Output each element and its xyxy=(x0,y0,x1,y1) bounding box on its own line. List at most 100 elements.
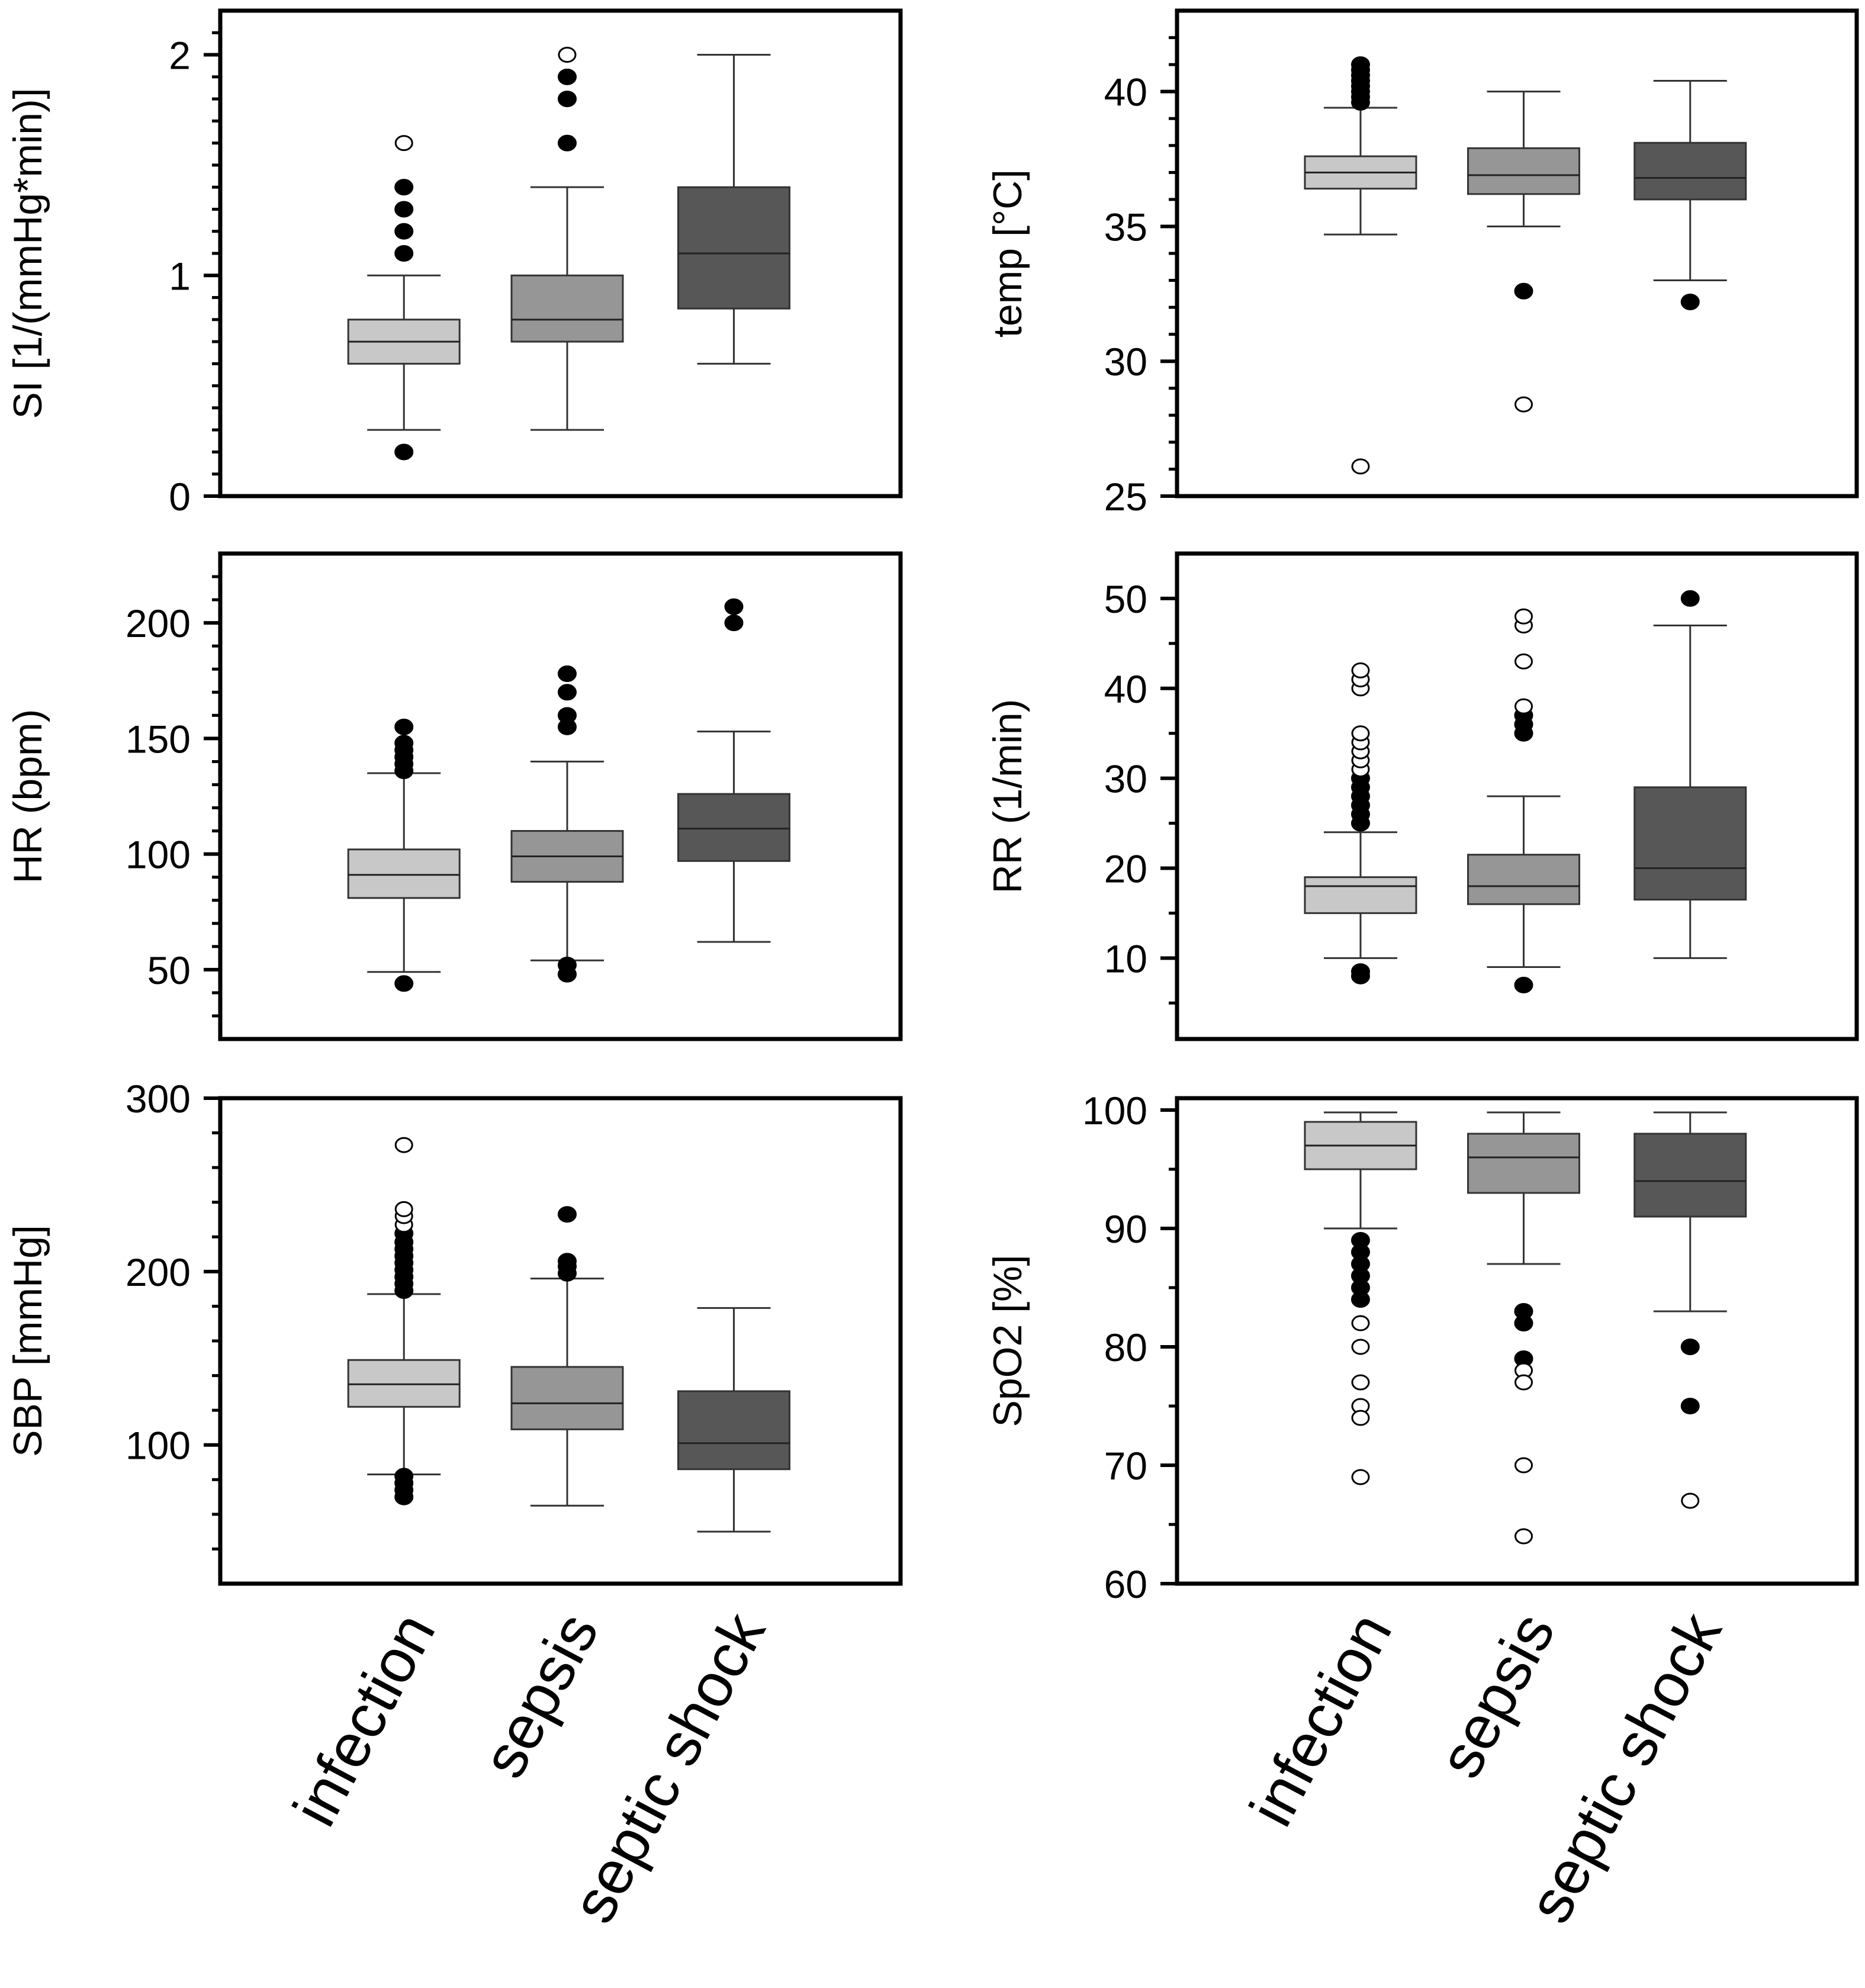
iqr-box xyxy=(677,793,790,862)
y-tick-label: 30 xyxy=(1104,340,1147,384)
x-category-label: infection xyxy=(280,1602,448,1836)
outlier-point xyxy=(394,735,414,752)
x-category-label: sepsis xyxy=(1426,1602,1568,1788)
outlier-point xyxy=(1514,1303,1533,1320)
extreme-point xyxy=(1514,1528,1533,1545)
y-tick-label: 1 xyxy=(169,254,191,298)
box-infection xyxy=(1304,1111,1417,1485)
panel-si: 0 1 2 SI [1/(mmHg*min)] xyxy=(5,8,903,519)
extreme-point xyxy=(1351,1469,1370,1485)
panel-rr: 10 20 30 40 50 RR (1/min) xyxy=(985,551,1859,1041)
outlier-point xyxy=(557,665,577,683)
outlier-point xyxy=(394,443,414,461)
y-tick-label: 25 xyxy=(1104,475,1147,519)
outlier-point xyxy=(1514,976,1533,993)
panel-frame xyxy=(1175,8,1859,498)
outlier-point xyxy=(1680,1339,1700,1355)
extreme-point xyxy=(1681,1492,1700,1509)
outlier-point xyxy=(394,201,414,218)
y-tick-label: 200 xyxy=(126,601,191,645)
outlier-point xyxy=(394,1468,414,1485)
box-septic-shock xyxy=(677,54,790,365)
extreme-point xyxy=(394,1201,413,1217)
y-tick-label: 50 xyxy=(147,948,191,992)
outlier-point xyxy=(557,134,577,152)
outlier-point xyxy=(724,598,744,615)
iqr-box xyxy=(1304,876,1417,914)
box-sepsis xyxy=(510,1206,624,1507)
outlier-point xyxy=(724,615,744,632)
y-axis-label: HR (bpm) xyxy=(5,709,50,884)
outlier-point xyxy=(394,179,414,196)
y-tick-label: 60 xyxy=(1104,1562,1147,1606)
box-sepsis xyxy=(510,47,624,431)
y-axis-label: SI [1/(mmHg*min)] xyxy=(5,88,50,419)
box-sepsis xyxy=(1467,1111,1580,1545)
iqr-box xyxy=(347,848,461,899)
iqr-box xyxy=(1634,786,1747,901)
iqr-box xyxy=(1467,1133,1580,1194)
panel-frame xyxy=(218,8,903,498)
y-tick-label: 100 xyxy=(126,1424,191,1468)
y-tick-label: 100 xyxy=(1082,1089,1147,1133)
extreme-point xyxy=(1351,725,1370,742)
outlier-point xyxy=(394,718,414,735)
outlier-point xyxy=(1680,590,1700,607)
y-tick-label: 35 xyxy=(1104,205,1147,249)
extreme-point xyxy=(1351,1339,1370,1355)
y-tick-label: 2 xyxy=(169,34,191,78)
y-tick-label: 10 xyxy=(1104,937,1147,980)
box-infection xyxy=(1304,662,1417,985)
extreme-point xyxy=(1514,653,1533,670)
box-sepsis xyxy=(510,665,624,983)
outlier-point xyxy=(394,223,414,240)
y-axis-label: temp [°C] xyxy=(985,169,1030,337)
outlier-point xyxy=(1350,56,1370,73)
outlier-point xyxy=(1514,282,1533,300)
box-septic-shock xyxy=(1634,590,1747,959)
extreme-point xyxy=(1514,698,1533,715)
outlier-point xyxy=(557,707,577,724)
panel-frame xyxy=(218,551,903,1041)
y-tick-label: 70 xyxy=(1104,1444,1147,1488)
y-tick-label: 0 xyxy=(169,475,191,519)
extreme-point xyxy=(1514,1374,1533,1391)
y-tick-label: 90 xyxy=(1104,1207,1147,1251)
box-sepsis xyxy=(1467,91,1580,413)
y-tick-label: 30 xyxy=(1104,757,1147,801)
outlier-point xyxy=(1680,1398,1700,1414)
extreme-point xyxy=(1351,458,1370,475)
y-tick-label: 150 xyxy=(126,717,191,761)
extreme-point xyxy=(558,47,577,63)
extreme-point xyxy=(394,1137,413,1153)
box-sepsis xyxy=(1467,608,1580,993)
iqr-box xyxy=(1634,141,1747,201)
outlier-point xyxy=(1680,294,1700,310)
y-axis-label: SBP [mmHg] xyxy=(5,1225,50,1457)
box-septic-shock xyxy=(677,1307,790,1533)
y-tick-label: 40 xyxy=(1104,667,1147,711)
outlier-point xyxy=(557,68,577,85)
outlier-point xyxy=(557,91,577,108)
iqr-box xyxy=(510,1366,624,1430)
box-infection xyxy=(347,135,461,461)
box-infection xyxy=(1304,56,1417,475)
outlier-point xyxy=(1350,1232,1370,1249)
iqr-box xyxy=(677,186,790,310)
extreme-point xyxy=(1351,1315,1370,1331)
iqr-box xyxy=(1467,147,1580,195)
x-category-label: sepsis xyxy=(469,1602,612,1788)
panel-frame xyxy=(218,1096,903,1586)
y-tick-label: 80 xyxy=(1104,1326,1147,1369)
panel-temp: 25 30 35 40 temp [°C] xyxy=(985,8,1859,519)
extreme-point xyxy=(1351,1374,1370,1391)
y-axis-label: SpO2 [%] xyxy=(985,1254,1030,1427)
box-septic-shock xyxy=(1634,1111,1747,1509)
extreme-point xyxy=(394,135,413,152)
y-axis-label: RR (1/min) xyxy=(985,699,1030,894)
y-tick-label: 300 xyxy=(126,1077,191,1121)
outlier-point xyxy=(557,1253,577,1270)
